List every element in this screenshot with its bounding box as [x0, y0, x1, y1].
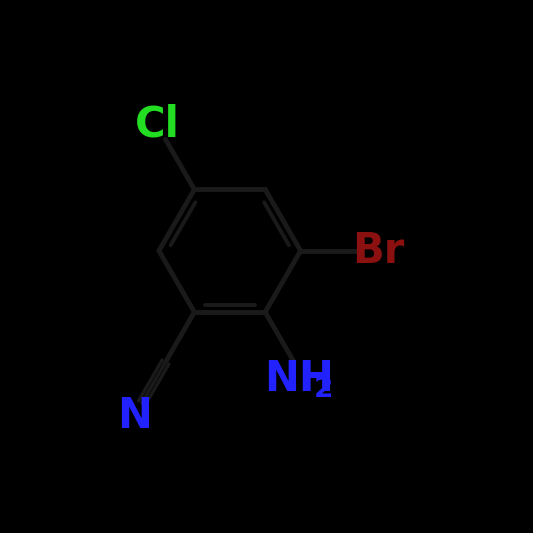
Text: Cl: Cl: [135, 104, 180, 146]
Text: N: N: [117, 395, 152, 437]
Text: NH: NH: [264, 358, 334, 400]
Text: Br: Br: [352, 230, 405, 272]
Text: 2: 2: [314, 375, 333, 403]
